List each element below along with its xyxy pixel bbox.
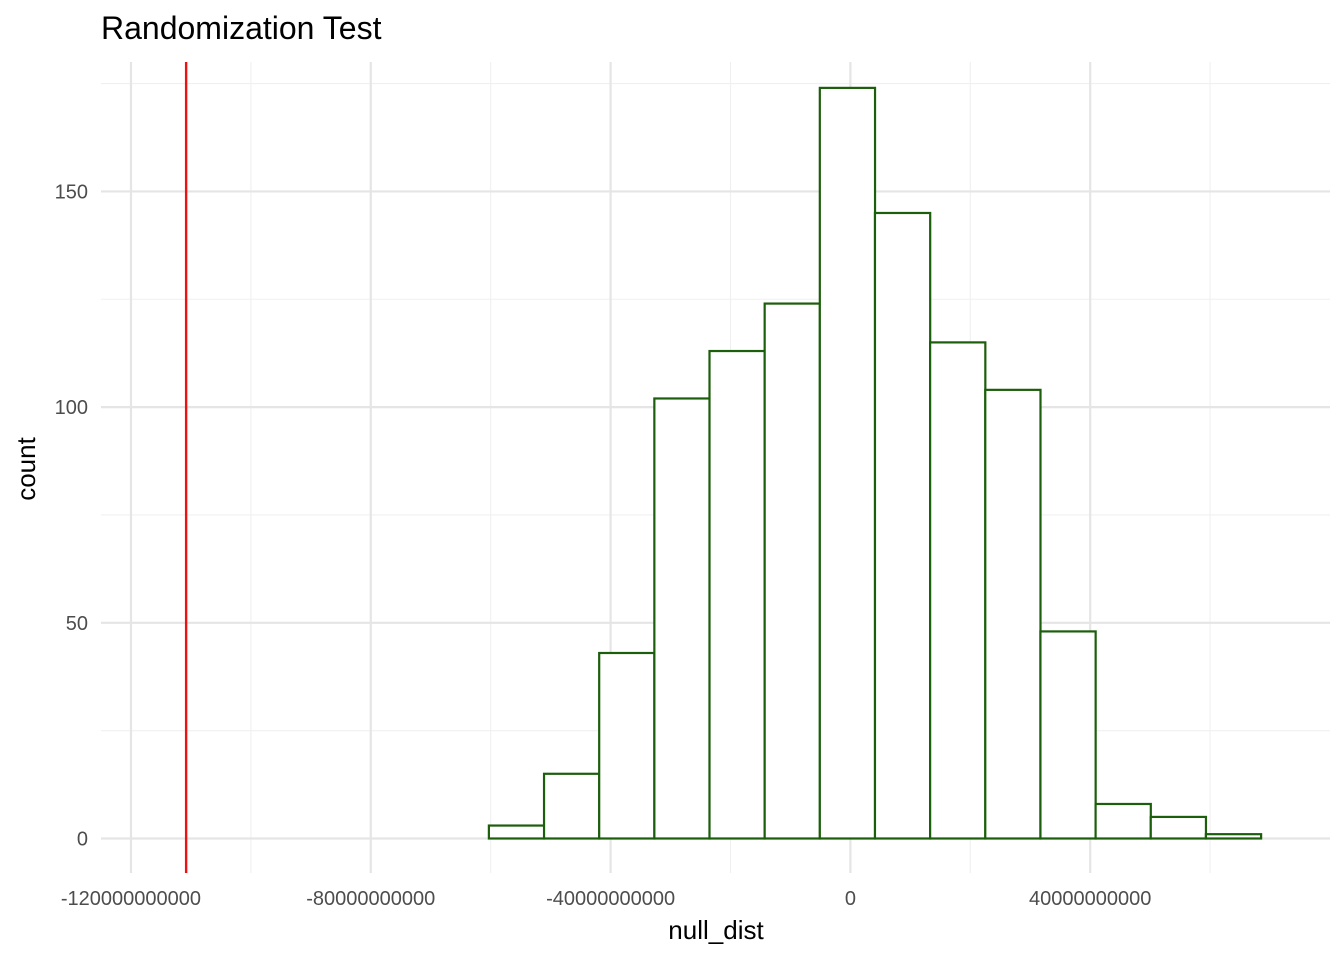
histogram-bar bbox=[487, 824, 546, 840]
histogram-bar bbox=[1094, 802, 1152, 840]
histogram-bar bbox=[818, 86, 877, 840]
chart-title: Randomization Test bbox=[101, 10, 382, 46]
x-axis-ticks: -120000000000 -80000000000 -40000000000 0 40… bbox=[61, 888, 1151, 910]
histogram-bar bbox=[1204, 833, 1263, 840]
y-axis-title: count bbox=[11, 436, 41, 500]
histogram-bar bbox=[1149, 815, 1208, 840]
y-tick-label: 0 bbox=[77, 828, 88, 850]
histogram-bar bbox=[763, 302, 821, 840]
x-tick-label: 0 bbox=[845, 888, 856, 910]
histogram-bar bbox=[1039, 630, 1097, 840]
histogram-bar bbox=[929, 341, 987, 840]
y-axis-ticks: 0 50 100 150 bbox=[55, 181, 88, 850]
histogram-bar bbox=[873, 211, 932, 840]
histogram-bar bbox=[542, 772, 601, 840]
x-tick-label: -120000000000 bbox=[61, 888, 201, 910]
y-tick-label: 50 bbox=[66, 613, 88, 635]
histogram-bar bbox=[708, 349, 766, 840]
x-tick-label: -80000000000 bbox=[306, 888, 435, 910]
x-tick-label: -40000000000 bbox=[546, 888, 675, 910]
x-tick-label: 40000000000 bbox=[1029, 888, 1151, 910]
x-axis-title: null_dist bbox=[668, 915, 764, 945]
y-tick-label: 100 bbox=[55, 397, 88, 419]
histogram-bar bbox=[984, 388, 1042, 840]
histogram-bar bbox=[653, 397, 711, 840]
histogram-bar bbox=[598, 651, 656, 840]
histogram-bars bbox=[487, 86, 1263, 840]
y-tick-label: 150 bbox=[55, 181, 88, 203]
